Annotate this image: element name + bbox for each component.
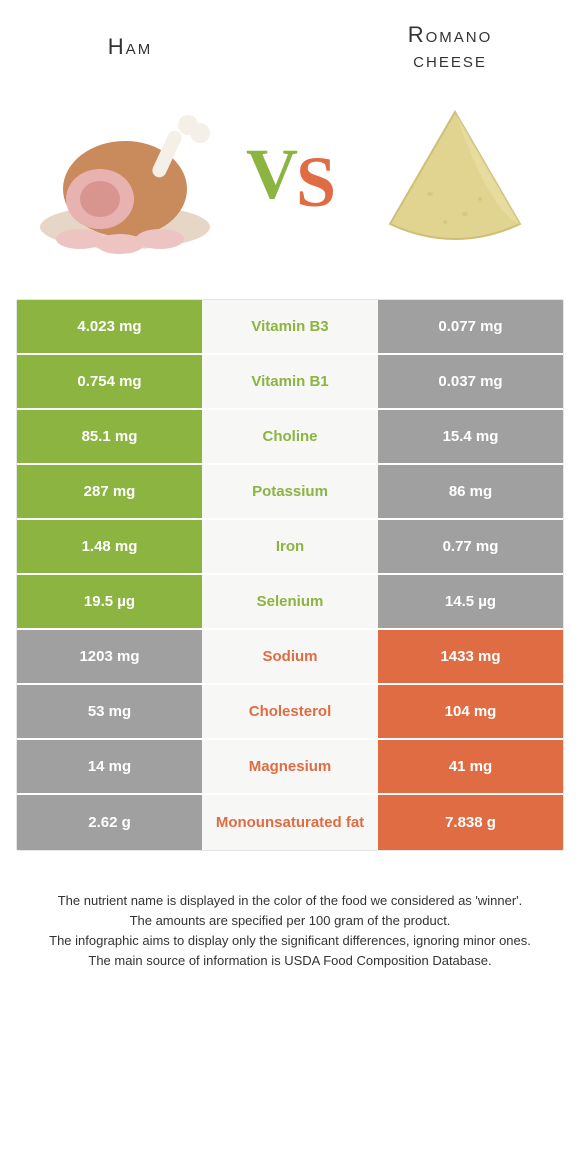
table-row: 53 mgCholesterol104 mg	[17, 685, 563, 740]
vs-label: V S	[246, 137, 334, 220]
vs-s: S	[296, 141, 334, 224]
table-row: 2.62 gMonounsaturated fat7.838 g	[17, 795, 563, 850]
left-value: 0.754 mg	[17, 355, 202, 408]
left-value: 53 mg	[17, 685, 202, 738]
footer-line1: The nutrient name is displayed in the co…	[34, 891, 546, 911]
right-value: 7.838 g	[378, 795, 563, 850]
left-value: 85.1 mg	[17, 410, 202, 463]
table-row: 19.5 µgSelenium14.5 µg	[17, 575, 563, 630]
right-title-line1: Romano	[408, 22, 493, 47]
right-title-line2: cheese	[413, 47, 487, 72]
left-value: 287 mg	[17, 465, 202, 518]
right-value: 41 mg	[378, 740, 563, 793]
left-food-title: Ham	[30, 34, 230, 60]
nutrient-name: Iron	[202, 520, 378, 573]
left-food-image	[30, 89, 220, 269]
left-value: 19.5 µg	[17, 575, 202, 628]
right-value: 0.077 mg	[378, 300, 563, 353]
right-value: 1433 mg	[378, 630, 563, 683]
table-row: 85.1 mgCholine15.4 mg	[17, 410, 563, 465]
left-value: 1203 mg	[17, 630, 202, 683]
nutrient-name: Choline	[202, 410, 378, 463]
right-value: 0.77 mg	[378, 520, 563, 573]
footer-line2: The amounts are specified per 100 gram o…	[34, 911, 546, 931]
left-value: 2.62 g	[17, 795, 202, 850]
footer-line4: The main source of information is USDA F…	[34, 951, 546, 971]
left-value: 14 mg	[17, 740, 202, 793]
right-food-title: Romano cheese	[350, 22, 550, 73]
right-value: 14.5 µg	[378, 575, 563, 628]
table-row: 4.023 mgVitamin B30.077 mg	[17, 300, 563, 355]
images-row: V S	[10, 79, 570, 299]
nutrient-name: Selenium	[202, 575, 378, 628]
footer-line3: The infographic aims to display only the…	[34, 931, 546, 951]
right-food-image	[360, 89, 550, 269]
nutrient-name: Monounsaturated fat	[202, 795, 378, 850]
nutrient-table: 4.023 mgVitamin B30.077 mg0.754 mgVitami…	[16, 299, 564, 851]
right-value: 86 mg	[378, 465, 563, 518]
vs-v: V	[246, 133, 296, 216]
right-value: 0.037 mg	[378, 355, 563, 408]
table-row: 287 mgPotassium86 mg	[17, 465, 563, 520]
table-row: 1.48 mgIron0.77 mg	[17, 520, 563, 575]
left-value: 4.023 mg	[17, 300, 202, 353]
footer-notes: The nutrient name is displayed in the co…	[10, 851, 570, 982]
nutrient-name: Cholesterol	[202, 685, 378, 738]
left-value: 1.48 mg	[17, 520, 202, 573]
nutrient-name: Sodium	[202, 630, 378, 683]
table-row: 1203 mgSodium1433 mg	[17, 630, 563, 685]
nutrient-name: Potassium	[202, 465, 378, 518]
nutrient-name: Magnesium	[202, 740, 378, 793]
header: Ham Romano cheese	[10, 12, 570, 79]
table-row: 0.754 mgVitamin B10.037 mg	[17, 355, 563, 410]
nutrient-name: Vitamin B3	[202, 300, 378, 353]
right-value: 104 mg	[378, 685, 563, 738]
table-row: 14 mgMagnesium41 mg	[17, 740, 563, 795]
nutrient-name: Vitamin B1	[202, 355, 378, 408]
right-value: 15.4 mg	[378, 410, 563, 463]
